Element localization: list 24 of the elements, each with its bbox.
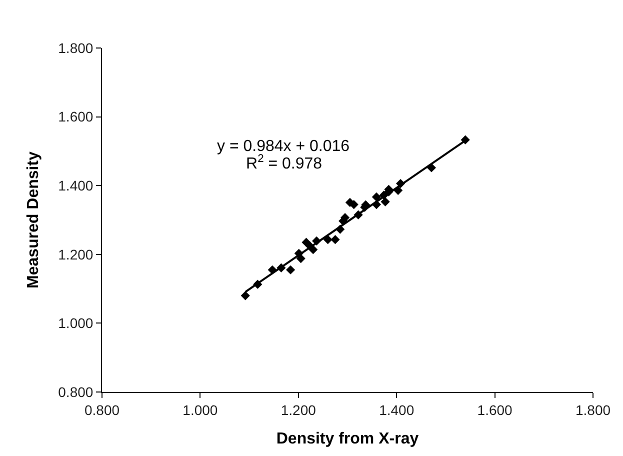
x-tick-label: 1.600 [477,402,513,418]
y-tick-label: 1.400 [58,178,94,194]
point [240,291,250,300]
x-tick-label: 0.800 [84,402,120,418]
point [349,200,358,210]
annotation: y = 0.984x + 0.016 [217,138,350,155]
point [372,192,382,202]
y-axis-title: Measured Density [25,151,42,288]
point [380,197,390,206]
x-tick-label: 1.000 [182,402,218,418]
x-tick-label: 1.200 [280,402,316,418]
y-tick-label: 1.800 [58,40,94,56]
point [323,235,332,244]
annotation: R$^{2}$ = 0.978 [246,153,322,173]
y-tick-label: 1.600 [58,108,94,125]
point [286,265,296,274]
point [330,235,340,244]
x-axis-title: Density from X-ray [276,430,419,448]
x-tick-label: 1.400 [379,402,414,418]
y-tick-label: 1.200 [58,246,94,262]
point [296,254,306,264]
y-tick-label: 1.000 [58,315,94,332]
x-tick-label: 1.800 [575,402,611,418]
y-tick-label: 0.800 [58,384,94,400]
